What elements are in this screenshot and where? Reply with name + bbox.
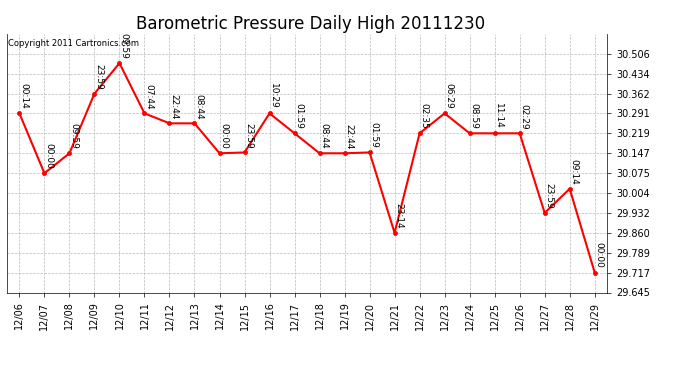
Text: 00:00: 00:00 (594, 243, 603, 268)
Text: 09:59: 09:59 (119, 33, 128, 59)
Text: 08:44: 08:44 (319, 123, 328, 149)
Text: 00:00: 00:00 (219, 123, 228, 149)
Text: 07:44: 07:44 (144, 84, 153, 109)
Text: 08:44: 08:44 (194, 93, 203, 119)
Text: 09:14: 09:14 (569, 159, 578, 184)
Text: 23:59: 23:59 (94, 64, 103, 90)
Text: 23:59: 23:59 (544, 183, 553, 209)
Text: 00:00: 00:00 (44, 143, 53, 169)
Text: Barometric Pressure Daily High 20111230: Barometric Pressure Daily High 20111230 (136, 15, 485, 33)
Text: 01:59: 01:59 (369, 122, 378, 148)
Text: 01:59: 01:59 (294, 103, 303, 129)
Text: 11:14: 11:14 (494, 104, 503, 129)
Text: 06:29: 06:29 (444, 83, 453, 109)
Text: Copyright 2011 Cartronics.com: Copyright 2011 Cartronics.com (8, 39, 139, 48)
Text: 02:35: 02:35 (420, 104, 428, 129)
Text: 22:44: 22:44 (169, 94, 178, 119)
Text: 02:29: 02:29 (520, 104, 529, 129)
Text: 23:14: 23:14 (394, 203, 403, 229)
Text: 10:29: 10:29 (269, 83, 278, 109)
Text: 23:59: 23:59 (244, 123, 253, 148)
Text: 09:59: 09:59 (69, 123, 78, 149)
Text: 00:14: 00:14 (19, 83, 28, 109)
Text: 08:59: 08:59 (469, 103, 478, 129)
Text: 22:44: 22:44 (344, 124, 353, 149)
